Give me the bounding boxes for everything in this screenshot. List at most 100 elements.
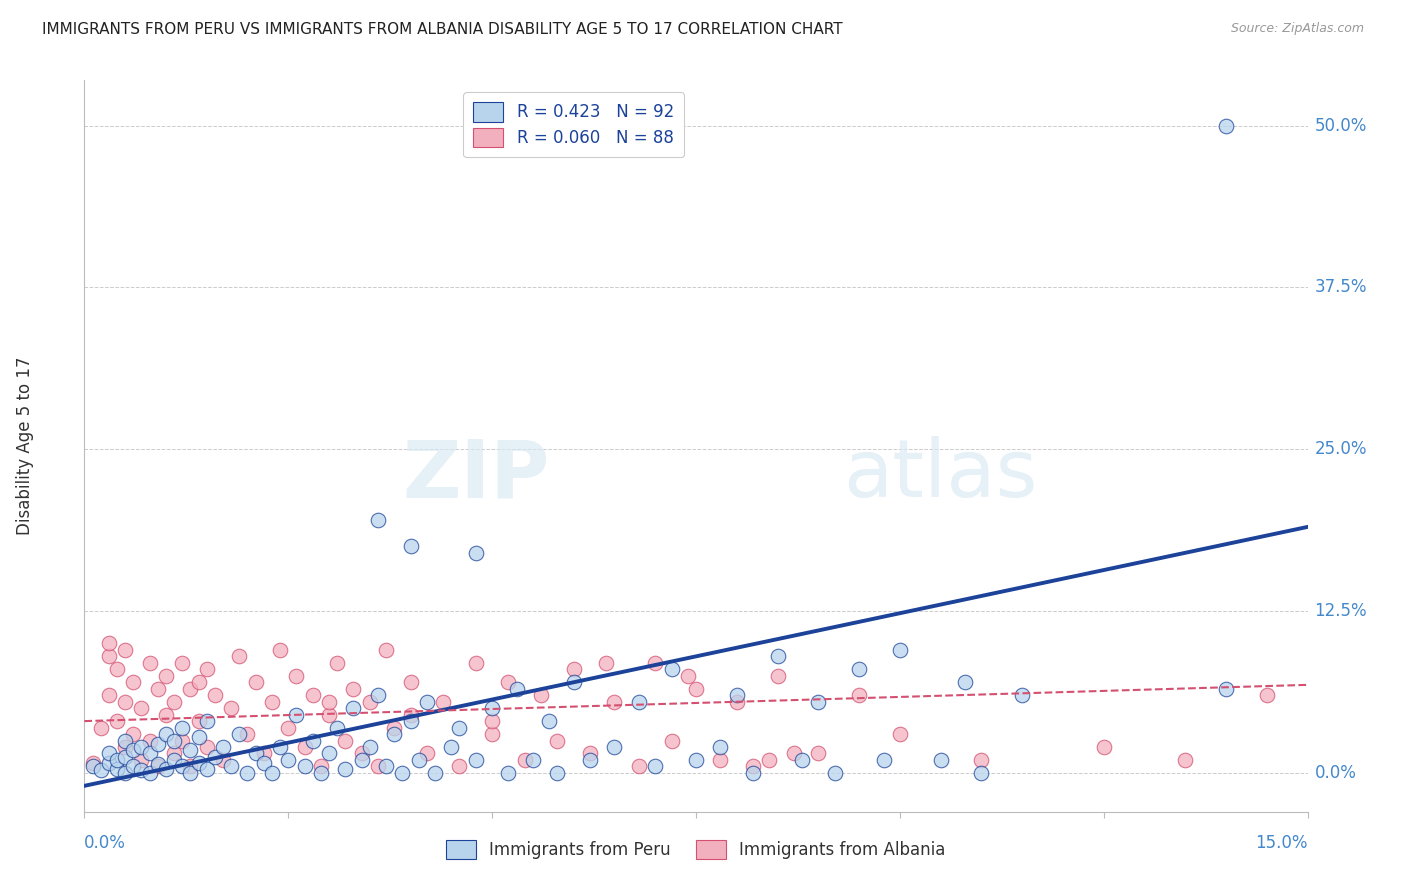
Point xyxy=(644,656,666,670)
Point xyxy=(742,765,765,780)
Point xyxy=(172,733,194,747)
Point xyxy=(562,675,585,690)
Text: 50.0%: 50.0% xyxy=(1315,117,1367,135)
Point xyxy=(546,765,568,780)
Point xyxy=(766,649,789,664)
Point xyxy=(522,753,544,767)
Point xyxy=(530,688,553,702)
Point xyxy=(114,750,136,764)
Point xyxy=(953,675,976,690)
Point xyxy=(1092,739,1115,754)
Point xyxy=(440,739,463,754)
Point xyxy=(725,695,748,709)
Point xyxy=(359,739,381,754)
Point xyxy=(807,747,830,761)
Point xyxy=(579,753,602,767)
Point xyxy=(260,695,283,709)
Point xyxy=(301,733,323,747)
Point xyxy=(195,714,218,728)
Text: 15.0%: 15.0% xyxy=(1256,834,1308,852)
Point xyxy=(228,727,250,741)
Point xyxy=(236,727,259,741)
Point xyxy=(449,721,471,735)
Point xyxy=(187,714,209,728)
Point xyxy=(97,649,120,664)
Point xyxy=(163,747,186,761)
Point xyxy=(367,513,389,527)
Point xyxy=(97,688,120,702)
Point xyxy=(122,759,145,773)
Point xyxy=(285,707,308,722)
Text: IMMIGRANTS FROM PERU VS IMMIGRANTS FROM ALBANIA DISABILITY AGE 5 TO 17 CORRELATI: IMMIGRANTS FROM PERU VS IMMIGRANTS FROM … xyxy=(42,22,842,37)
Point xyxy=(848,688,870,702)
Point xyxy=(758,753,780,767)
Point xyxy=(807,695,830,709)
Point xyxy=(131,764,153,778)
Point xyxy=(685,753,707,767)
Text: 0.0%: 0.0% xyxy=(1315,764,1357,782)
Point xyxy=(709,739,731,754)
Point xyxy=(187,675,209,690)
Point xyxy=(498,675,520,690)
Point xyxy=(105,714,128,728)
Point xyxy=(97,747,120,761)
Point xyxy=(970,765,993,780)
Point xyxy=(90,764,112,778)
Point xyxy=(481,714,503,728)
Text: 0.0%: 0.0% xyxy=(84,834,127,852)
Point xyxy=(627,695,650,709)
Point xyxy=(82,756,104,770)
Point xyxy=(464,753,486,767)
Point xyxy=(105,762,128,776)
Point xyxy=(269,643,291,657)
Point xyxy=(644,759,666,773)
Point xyxy=(155,762,177,776)
Point xyxy=(790,753,813,767)
Point xyxy=(114,765,136,780)
Point xyxy=(179,681,201,696)
Point xyxy=(1174,753,1197,767)
Point xyxy=(285,669,308,683)
Point xyxy=(90,721,112,735)
Point xyxy=(301,688,323,702)
Point xyxy=(146,759,169,773)
Point xyxy=(382,721,405,735)
Point xyxy=(245,747,267,761)
Text: 12.5%: 12.5% xyxy=(1315,602,1367,620)
Point xyxy=(114,739,136,754)
Point xyxy=(783,747,806,761)
Point xyxy=(481,701,503,715)
Point xyxy=(766,669,789,683)
Point xyxy=(212,753,235,767)
Point xyxy=(579,747,602,761)
Point xyxy=(676,669,699,683)
Point xyxy=(253,747,276,761)
Point xyxy=(105,662,128,676)
Point xyxy=(172,721,194,735)
Text: Disability Age 5 to 17: Disability Age 5 to 17 xyxy=(17,357,34,535)
Point xyxy=(742,759,765,773)
Point xyxy=(595,656,617,670)
Point xyxy=(179,742,201,756)
Point xyxy=(294,739,316,754)
Point xyxy=(138,747,160,761)
Point xyxy=(423,765,446,780)
Point xyxy=(342,681,364,696)
Point xyxy=(335,762,357,776)
Point xyxy=(105,753,128,767)
Point xyxy=(464,656,486,670)
Point xyxy=(1256,688,1278,702)
Point xyxy=(685,681,707,696)
Point xyxy=(155,669,177,683)
Point xyxy=(122,742,145,756)
Point xyxy=(114,733,136,747)
Point xyxy=(498,765,520,780)
Point xyxy=(661,733,683,747)
Text: 25.0%: 25.0% xyxy=(1315,441,1367,458)
Point xyxy=(309,765,332,780)
Point xyxy=(505,681,527,696)
Text: Source: ZipAtlas.com: Source: ZipAtlas.com xyxy=(1230,22,1364,36)
Point xyxy=(562,662,585,676)
Point xyxy=(131,739,153,754)
Point xyxy=(1011,688,1033,702)
